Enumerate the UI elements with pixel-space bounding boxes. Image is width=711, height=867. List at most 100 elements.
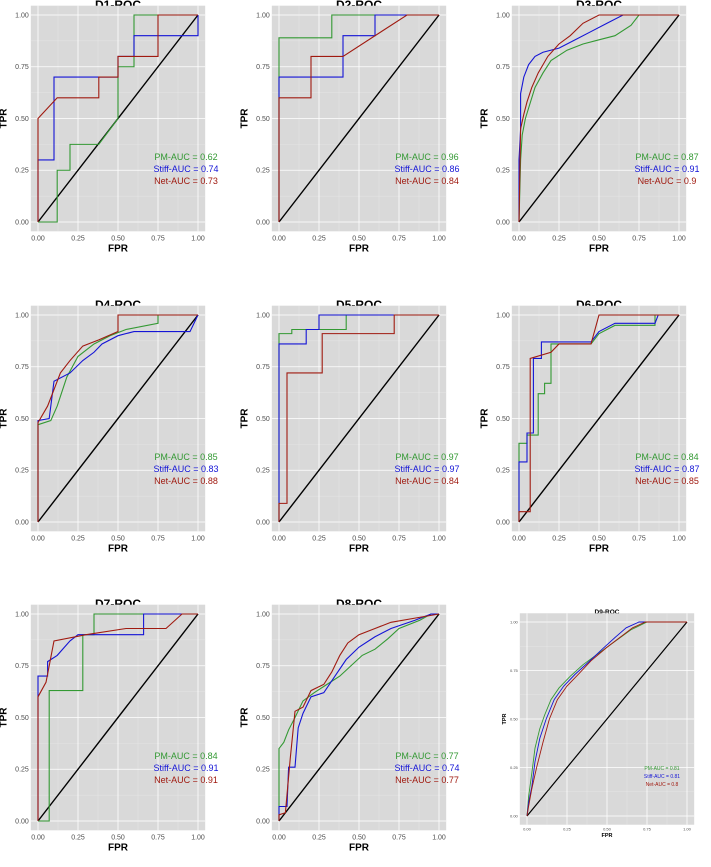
chance-diagonal-line: [278, 613, 440, 822]
x-tick-label: 0.75: [151, 834, 165, 841]
roc-panel-5: D5-ROC 0.00 0.00 0.25 0.25 0.50 0.50 0.75 0.75 1.…: [240, 298, 460, 565]
auc-label: Net-AUC = 0.9: [638, 176, 697, 186]
y-tick-label: 0.25: [15, 468, 29, 475]
x-tick-label: 0.25: [71, 235, 85, 242]
x-tick-label: 0.75: [392, 535, 406, 542]
x-tick-label: 0.50: [592, 235, 606, 242]
y-tick-label: 0.50: [256, 715, 270, 722]
roc-curve-net: [278, 613, 440, 821]
y-tick-label: 0.75: [15, 364, 29, 371]
y-tick-label: 0.25: [256, 168, 270, 175]
x-tick-label: 0.50: [111, 535, 125, 542]
roc-chart-2: D2-ROC0.000.000.250.250.500.500.750.751.…: [240, 0, 460, 254]
x-axis-label: FPR: [108, 842, 129, 853]
y-tick-label: 0.50: [15, 715, 29, 722]
auc-label: Net-AUC = 0.84: [395, 176, 459, 186]
y-tick-label: 0.25: [256, 468, 270, 475]
y-tick-label: 1.00: [15, 12, 29, 19]
auc-label: PM-AUC = 0.97: [395, 452, 458, 462]
roc-chart-8: D8-ROC0.000.000.250.250.500.500.750.751.…: [240, 597, 460, 853]
y-tick-label: 0.25: [256, 767, 270, 774]
x-tick-label: 0.75: [392, 235, 406, 242]
y-axis-label: TPR: [240, 108, 251, 129]
roc-curve-stiff: [278, 14, 439, 222]
x-tick-label: 0.00: [512, 235, 526, 242]
y-axis-label: TPR: [0, 707, 10, 728]
x-axis-label: FPR: [349, 543, 370, 554]
x-tick-label: 1.00: [191, 535, 205, 542]
auc-label: Stiff-AUC = 0.83: [153, 464, 218, 474]
y-tick-label: 1.00: [15, 312, 29, 319]
y-tick-label: 0.00: [15, 818, 29, 825]
auc-label: PM-AUC = 0.77: [395, 751, 458, 761]
y-axis-label: TPR: [0, 408, 10, 429]
x-tick-label: 0.00: [31, 834, 45, 841]
x-tick-label: 1.00: [672, 235, 686, 242]
roc-curve-net: [278, 314, 439, 522]
roc-chart-4: D4-ROC0.000.000.250.250.500.500.750.751.…: [0, 298, 219, 554]
roc-panel-7: D7-ROC 0.00 0.00 0.25 0.25 0.50 0.50 0.75 0.75 1.…: [0, 597, 219, 864]
chance-diagonal-line: [518, 314, 680, 523]
y-tick-label: 0.00: [496, 519, 510, 526]
roc-chart-3: D3-ROC0.000.000.250.250.500.500.750.751.…: [480, 0, 700, 254]
roc-curve-stiff: [278, 314, 439, 522]
roc-curve-net: [518, 314, 679, 522]
auc-label: PM-AUC = 0.85: [154, 452, 217, 462]
roc-curve-pm: [526, 621, 687, 817]
roc-chart-1: D1-ROC0.000.000.250.250.500.500.750.751.…: [0, 0, 219, 254]
auc-label: PM-AUC = 0.84: [154, 751, 217, 761]
chance-diagonal-line: [526, 621, 688, 817]
y-tick-label: 0.25: [510, 765, 519, 770]
y-tick-label: 1.00: [496, 312, 510, 319]
y-tick-label: 0.75: [510, 668, 519, 673]
x-tick-label: 1.00: [432, 834, 446, 841]
roc-panel-4: D4-ROC 0.00 0.00 0.25 0.25 0.50 0.50 0.75 0.75 1.…: [0, 298, 219, 565]
y-tick-label: 0.25: [496, 168, 510, 175]
y-tick-label: 0.50: [496, 116, 510, 123]
x-tick-label: 0.50: [352, 535, 366, 542]
roc-curve-pm: [278, 613, 439, 821]
x-axis-label: FPR: [589, 243, 610, 254]
y-tick-label: 0.25: [15, 168, 29, 175]
y-tick-label: 0.75: [256, 663, 270, 670]
x-axis-label: FPR: [349, 243, 370, 254]
roc-chart-9: D9-ROC 0.00 0.00 0.25 0.25 0.50 0.50 0.75 0.75 1.…: [502, 609, 695, 839]
y-tick-label: 0.00: [496, 219, 510, 226]
x-tick-label: 0.25: [71, 535, 85, 542]
auc-label: Net-AUC = 0.88: [154, 476, 218, 486]
chance-diagonal-line: [278, 314, 440, 523]
roc-curve-net: [37, 613, 198, 821]
x-tick-label: 0.00: [31, 535, 45, 542]
auc-label: Stiff-AUC = 0.74: [394, 763, 459, 773]
chance-diagonal-line: [37, 613, 199, 822]
y-tick-label: 1.00: [256, 611, 270, 618]
y-tick-label: 0.00: [15, 219, 29, 226]
y-axis-label: TPR: [502, 713, 508, 724]
x-tick-label: 1.00: [672, 535, 686, 542]
x-tick-label: 1.00: [432, 235, 446, 242]
x-tick-label: 0.00: [31, 235, 45, 242]
x-tick-label: 0.25: [312, 235, 326, 242]
roc-curve-stiff: [518, 314, 679, 522]
x-tick-label: 0.75: [392, 834, 406, 841]
y-tick-label: 0.75: [496, 64, 510, 71]
roc-curve-pm: [37, 314, 198, 522]
auc-label: PM-AUC = 0.62: [154, 152, 217, 162]
auc-label: Net-AUC = 0.73: [154, 176, 218, 186]
y-tick-label: 0.50: [15, 416, 29, 423]
chance-diagonal-line: [518, 14, 680, 223]
x-tick-label: 0.00: [272, 535, 286, 542]
y-tick-label: 0.75: [256, 364, 270, 371]
x-axis-label: FPR: [602, 833, 613, 839]
x-tick-label: 1.00: [191, 235, 205, 242]
auc-label: Stiff-AUC = 0.87: [634, 464, 699, 474]
x-axis-label: FPR: [108, 543, 129, 554]
x-tick-label: 0.25: [312, 834, 326, 841]
roc-curve-stiff: [37, 613, 198, 821]
y-tick-label: 0.00: [256, 219, 270, 226]
roc-curve-stiff: [526, 621, 687, 817]
y-tick-label: 0.75: [15, 663, 29, 670]
roc-curve-net: [278, 14, 439, 222]
x-tick-label: 0.75: [151, 535, 165, 542]
